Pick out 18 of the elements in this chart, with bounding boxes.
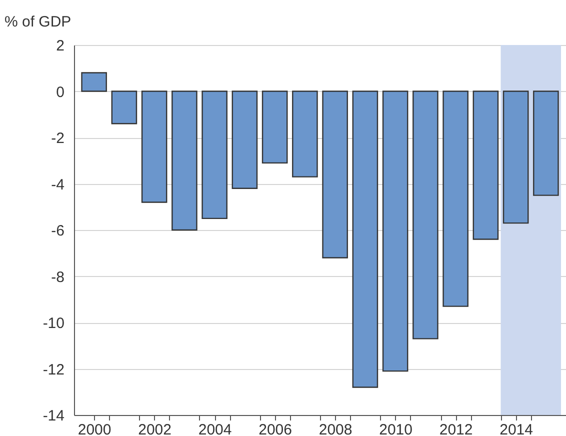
y-tick-label: -8 (51, 268, 64, 286)
y-tick-label: 2 (56, 38, 64, 54)
x-tick-label: 2010 (379, 422, 412, 436)
y-tick-label: -10 (42, 315, 64, 332)
x-tick-label: 2008 (318, 422, 352, 436)
x-tick-label: 2002 (138, 422, 172, 436)
y-axis-title: % of GDP (4, 14, 72, 30)
y-tick-label: -4 (51, 176, 64, 194)
x-tick-label: 2006 (258, 422, 292, 436)
x-tick-label: 2014 (500, 422, 533, 436)
y-tick-label: -14 (42, 408, 64, 424)
x-tick-label: 2000 (78, 422, 112, 436)
y-tick-label: -12 (42, 361, 64, 378)
y-tick-label: 0 (56, 84, 64, 101)
y-tick-label: -2 (51, 130, 64, 147)
y-tick-label: -6 (51, 222, 64, 240)
x-tick-label: 2004 (198, 422, 232, 436)
x-tick-label: 2012 (439, 422, 473, 436)
